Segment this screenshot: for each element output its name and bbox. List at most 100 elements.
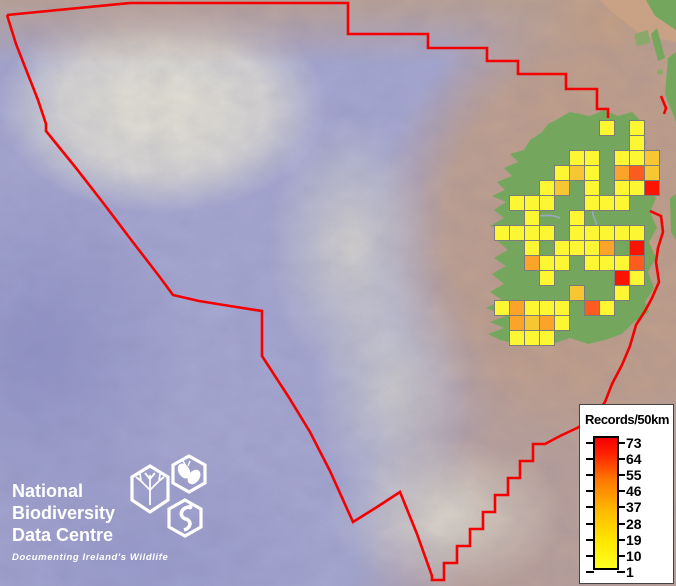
grid-cell[interactable] — [509, 300, 525, 316]
legend-tick — [617, 506, 625, 509]
grid-cell[interactable] — [539, 270, 555, 286]
grid-cell[interactable] — [554, 315, 570, 331]
grid-cell[interactable] — [494, 300, 510, 316]
grid-cell[interactable] — [524, 255, 540, 271]
grid-cell[interactable] — [539, 330, 555, 346]
grid-cell[interactable] — [614, 285, 630, 301]
grid-cell[interactable] — [644, 165, 660, 181]
grid-cell[interactable] — [539, 255, 555, 271]
legend-tick — [586, 570, 594, 573]
grid-cell[interactable] — [584, 180, 600, 196]
grid-cell[interactable] — [599, 255, 615, 271]
grid-cell[interactable] — [629, 165, 645, 181]
grid-cell[interactable] — [524, 225, 540, 241]
grid-cell[interactable] — [629, 150, 645, 166]
grid-cell[interactable] — [584, 195, 600, 211]
grid-cell[interactable] — [554, 255, 570, 271]
grid-cell[interactable] — [629, 120, 645, 136]
grid-cell[interactable] — [599, 240, 615, 256]
grid-cell[interactable] — [614, 255, 630, 271]
grid-cell[interactable] — [629, 180, 645, 196]
grid-cell[interactable] — [629, 135, 645, 151]
legend-tick — [617, 538, 625, 541]
logo-line-2: Biodiversity — [12, 503, 116, 523]
legend-tick — [617, 474, 625, 477]
grid-cell[interactable] — [554, 180, 570, 196]
grid-cell[interactable] — [539, 195, 555, 211]
grid-cell[interactable] — [629, 255, 645, 271]
grid-cell[interactable] — [554, 240, 570, 256]
plant-hexagon-icon — [130, 464, 170, 514]
legend-value: 73 — [626, 435, 642, 451]
legend-tick — [617, 522, 625, 525]
grid-cell[interactable] — [569, 210, 585, 226]
grid-cell[interactable] — [524, 195, 540, 211]
grid-cell[interactable] — [524, 315, 540, 331]
grid-cell[interactable] — [614, 225, 630, 241]
grid-cell[interactable] — [554, 300, 570, 316]
grid-cell[interactable] — [569, 150, 585, 166]
grid-cell[interactable] — [539, 225, 555, 241]
legend-tick — [586, 538, 594, 541]
legend-tick — [586, 474, 594, 477]
grid-cell[interactable] — [569, 285, 585, 301]
grid-cell[interactable] — [629, 270, 645, 286]
legend-tick — [586, 458, 594, 461]
grid-cell[interactable] — [584, 150, 600, 166]
legend-tick — [617, 442, 625, 444]
grid-cell[interactable] — [629, 225, 645, 241]
grid-cell[interactable] — [584, 165, 600, 181]
grid-cell[interactable] — [509, 225, 525, 241]
seahorse-hexagon-icon — [167, 498, 203, 538]
grid-cell[interactable] — [524, 210, 540, 226]
grid-cell[interactable] — [524, 240, 540, 256]
grid-cell[interactable] — [614, 195, 630, 211]
grid-cell[interactable] — [539, 300, 555, 316]
grid-cell[interactable] — [539, 180, 555, 196]
grid-cell[interactable] — [569, 165, 585, 181]
grid-cell[interactable] — [599, 300, 615, 316]
legend-value: 1 — [626, 563, 634, 580]
grid-cell[interactable] — [584, 300, 600, 316]
grid-cell[interactable] — [599, 225, 615, 241]
nbdc-logo: National Biodiversity Data Centre Docume… — [12, 480, 168, 563]
legend-value: 19 — [626, 531, 642, 548]
grid-cell[interactable] — [524, 330, 540, 346]
grid-cell[interactable] — [494, 225, 510, 241]
grid-cell[interactable] — [599, 120, 615, 136]
legend-title: Records/50km — [585, 412, 670, 427]
logo-tagline: Documenting Ireland's Wildlife — [12, 552, 169, 563]
legend-tick — [586, 490, 594, 493]
boundary-outline — [5, 1, 668, 582]
grid-cell[interactable] — [554, 165, 570, 181]
grid-cell[interactable] — [644, 150, 660, 166]
grid-cell[interactable] — [614, 150, 630, 166]
grid-cell[interactable] — [539, 315, 555, 331]
grid-cell[interactable] — [509, 330, 525, 346]
grid-cell[interactable] — [524, 300, 540, 316]
legend-value: 28 — [626, 515, 642, 532]
grid-cell[interactable] — [629, 240, 645, 256]
grid-cell[interactable] — [584, 240, 600, 256]
grid-cell[interactable] — [599, 195, 615, 211]
legend-tick — [617, 458, 625, 461]
grid-cell[interactable] — [569, 225, 585, 241]
legend-tick — [617, 570, 625, 573]
logo-hexagons — [130, 454, 207, 538]
legend-value: 37 — [626, 499, 642, 516]
grid-cell[interactable] — [644, 180, 660, 196]
grid-cell[interactable] — [569, 240, 585, 256]
grid-cell[interactable] — [584, 255, 600, 271]
legend-panel: Records/50km 73 64 55 46 37 28 19 10 1 — [579, 404, 674, 584]
legend-tick — [617, 490, 625, 493]
grid-cell[interactable] — [509, 195, 525, 211]
logo-line-1: National — [12, 481, 84, 501]
legend-colorbar — [593, 436, 619, 570]
grid-cell[interactable] — [614, 180, 630, 196]
grid-cell[interactable] — [614, 270, 630, 286]
legend-tick — [586, 554, 594, 557]
grid-cell[interactable] — [509, 315, 525, 331]
grid-cell[interactable] — [584, 225, 600, 241]
grid-cell[interactable] — [614, 165, 630, 181]
